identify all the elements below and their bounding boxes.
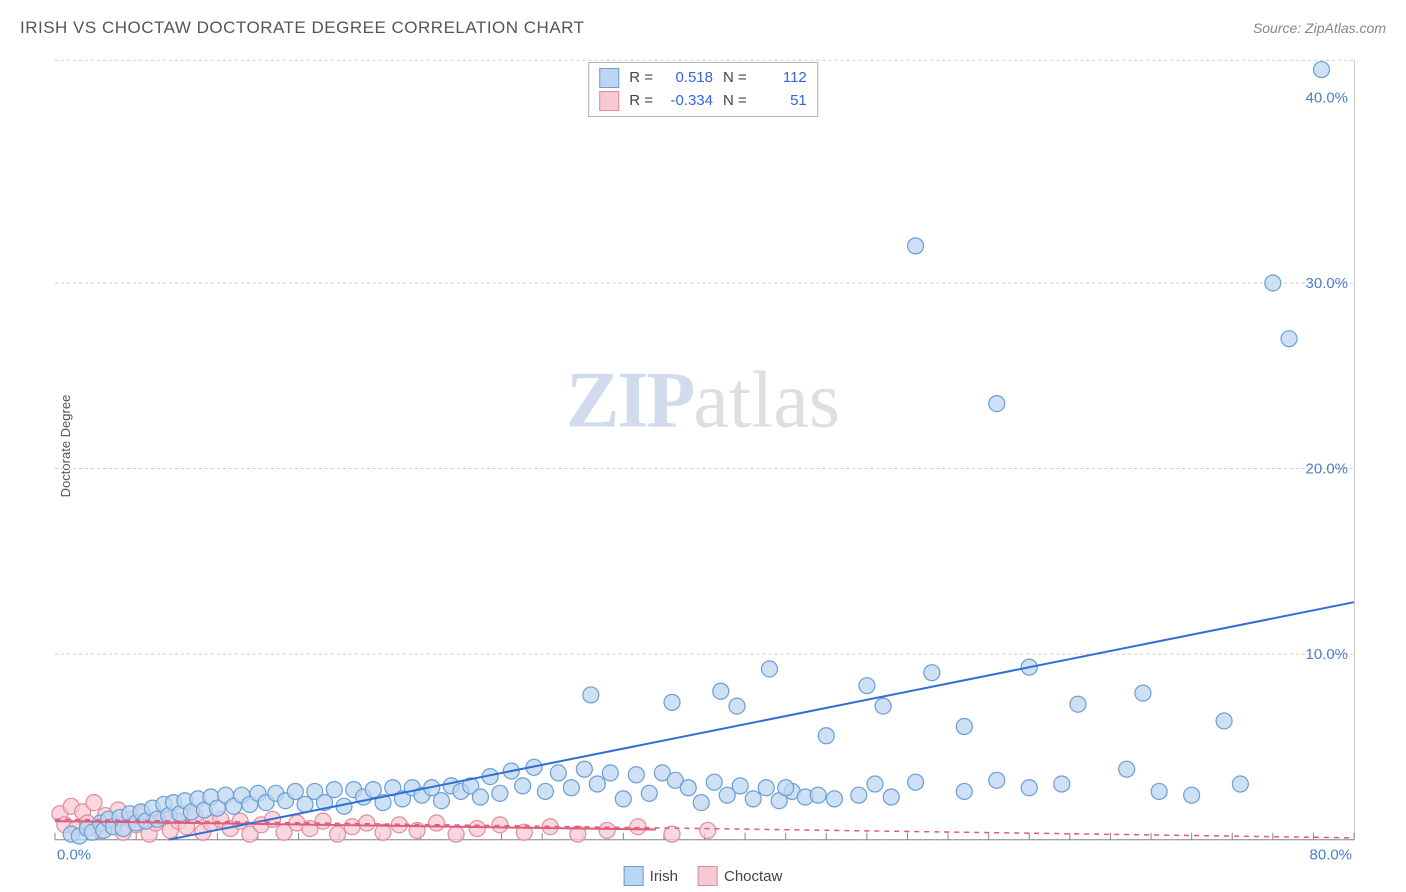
stat-N-label-1: N = <box>723 90 747 113</box>
stat-N-label-0: N = <box>723 67 747 90</box>
stat-N-value-0: 112 <box>757 67 807 90</box>
stats-legend-box: R = 0.518 N = 112 R = -0.334 N = 51 <box>588 62 818 117</box>
plot-area: 10.0%20.0%30.0%40.0%0.0%80.0% <box>55 60 1355 840</box>
svg-text:40.0%: 40.0% <box>1306 89 1348 106</box>
legend-swatch-irish <box>624 866 644 886</box>
svg-text:20.0%: 20.0% <box>1306 461 1348 478</box>
stat-R-value-0: 0.518 <box>663 67 713 90</box>
chart-title: IRISH VS CHOCTAW DOCTORATE DEGREE CORREL… <box>20 18 585 38</box>
stat-R-label-1: R = <box>629 90 653 113</box>
source-label: Source: ZipAtlas.com <box>1253 20 1386 36</box>
legend-label-irish: Irish <box>650 868 678 885</box>
stat-N-value-1: 51 <box>757 90 807 113</box>
stat-R-label-0: R = <box>629 67 653 90</box>
chart-svg: 10.0%20.0%30.0%40.0%0.0%80.0% <box>55 60 1354 840</box>
chart-header: IRISH VS CHOCTAW DOCTORATE DEGREE CORREL… <box>20 18 1386 38</box>
swatch-irish <box>599 68 619 88</box>
stat-R-value-1: -0.334 <box>663 90 713 113</box>
stats-row-choctaw: R = -0.334 N = 51 <box>599 90 807 113</box>
legend-item-choctaw: Choctaw <box>698 866 782 886</box>
svg-text:80.0%: 80.0% <box>1310 847 1352 864</box>
svg-text:0.0%: 0.0% <box>57 847 91 864</box>
svg-text:10.0%: 10.0% <box>1306 646 1348 663</box>
legend-item-irish: Irish <box>624 866 678 886</box>
stats-row-irish: R = 0.518 N = 112 <box>599 67 807 90</box>
bottom-legend: Irish Choctaw <box>624 866 783 886</box>
legend-label-choctaw: Choctaw <box>724 868 782 885</box>
legend-swatch-choctaw <box>698 866 718 886</box>
swatch-choctaw <box>599 91 619 111</box>
svg-text:30.0%: 30.0% <box>1306 275 1348 292</box>
